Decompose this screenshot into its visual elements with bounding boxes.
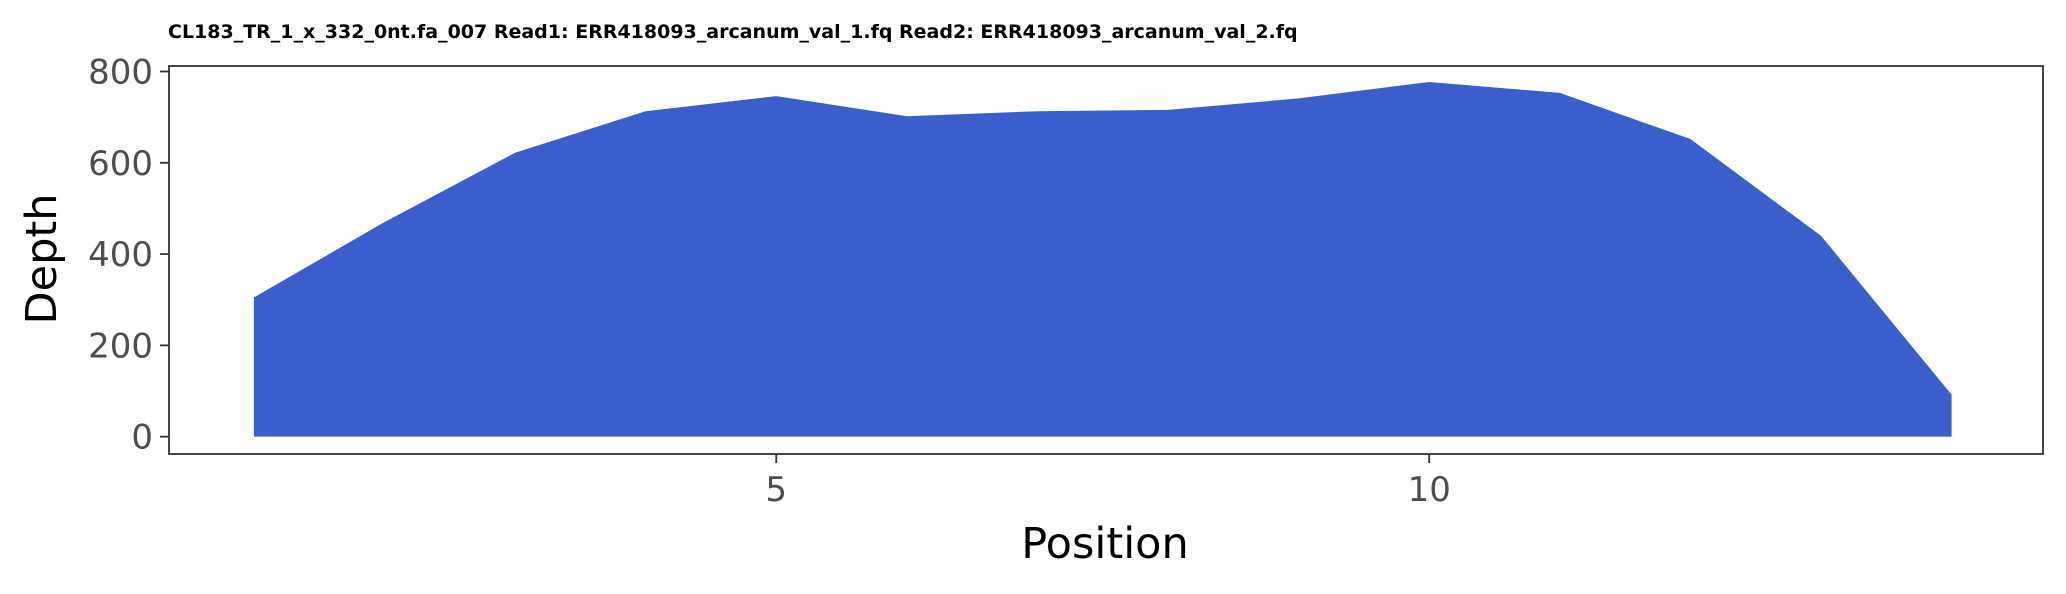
plot-panel-border — [168, 65, 2044, 455]
y-tick-label: 400 — [88, 235, 153, 275]
y-tick-label: 600 — [88, 144, 153, 184]
area-series-0 — [253, 81, 1952, 437]
chart-title: CL183_TR_1_x_332_0nt.fa_007 Read1: ERR41… — [168, 21, 1298, 43]
x-tick-label: 5 — [765, 470, 787, 510]
y-tick-label: 0 — [131, 418, 153, 458]
y-tick-label: 800 — [88, 52, 153, 92]
x-tick-label: 10 — [1408, 470, 1451, 510]
x-axis-label: Position — [1021, 519, 1188, 569]
y-tick-label: 200 — [88, 326, 153, 366]
y-axis-label: Depth — [17, 194, 67, 325]
